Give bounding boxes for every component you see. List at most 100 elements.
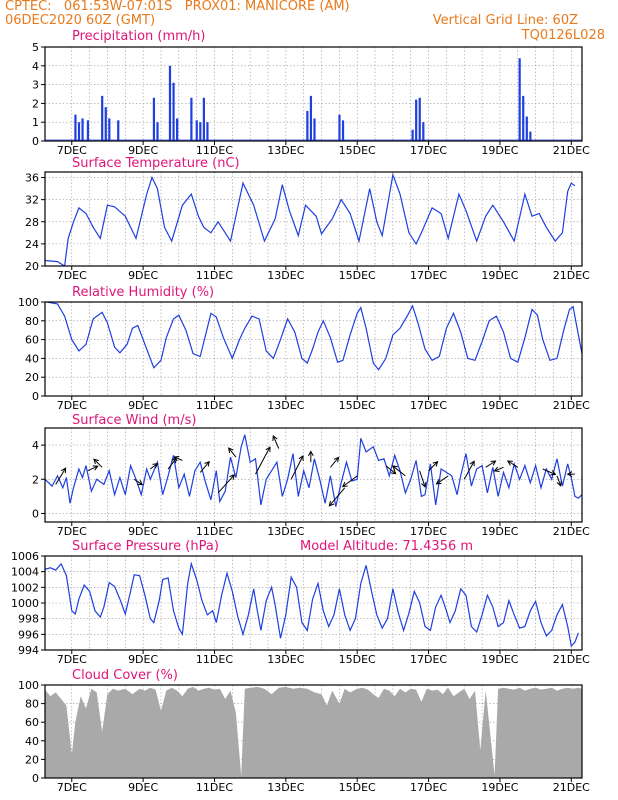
pressure-xtick-label: 17DEC	[410, 653, 447, 666]
wind-arrow-shaft	[330, 457, 339, 468]
pressure-ytick-label: 998	[18, 613, 39, 626]
wind-arrow-head	[228, 447, 234, 454]
wind-xtick-label: 15DEC	[339, 525, 376, 538]
pressure-xtick-label: 21DEC	[553, 653, 590, 666]
wind-arrow-head	[469, 460, 475, 467]
wind-arrow-shaft	[217, 474, 235, 494]
wind-xtick-label: 13DEC	[267, 525, 304, 538]
precip-bar	[195, 120, 198, 141]
wind-arrow-head	[550, 470, 557, 476]
cloud-ytick-label: 40	[25, 735, 39, 748]
precip-bar	[156, 122, 159, 141]
header-run-date: 06DEC2020 60Z (GMT)	[5, 13, 156, 28]
wind-arrow-shaft	[272, 435, 280, 449]
precip-xtick-label: 13DEC	[267, 144, 304, 157]
precip-bar	[518, 58, 521, 141]
wind-arrow-shaft	[290, 455, 304, 480]
pressure-xtick-label: 7DEC	[57, 653, 87, 666]
wind-arrow-head	[566, 471, 573, 477]
wind-arrow-head	[556, 480, 562, 487]
wind-arrow-head	[328, 500, 335, 507]
precip-ytick-label: 1	[32, 116, 39, 129]
pressure-xtick-label: 19DEC	[481, 653, 518, 666]
precip-bar	[86, 120, 90, 141]
wind-arrow-shaft	[392, 465, 406, 477]
precip-xtick-label: 9DEC	[128, 144, 158, 157]
temp-xtick-label: 17DEC	[410, 269, 447, 282]
temp-ytick-label: 36	[25, 172, 39, 185]
humidity-xtick-label: 11DEC	[196, 399, 233, 412]
cloud-ytick-label: 100	[18, 679, 39, 692]
cloud-ytick-label: 20	[25, 753, 39, 766]
cloud-cover-area	[45, 686, 582, 778]
precip-xtick-label: 19DEC	[481, 144, 518, 157]
humidity-xtick-label: 15DEC	[339, 399, 376, 412]
wind-arrow-head	[93, 458, 99, 465]
wind-arrow-head	[272, 434, 278, 441]
precip-bar	[418, 97, 421, 141]
wind-arrow-shaft	[93, 458, 103, 468]
precip-bar	[522, 95, 525, 141]
wind-arrow-head	[391, 465, 398, 471]
wind-arrow-shaft	[485, 460, 496, 468]
temp-xtick-label: 7DEC	[57, 269, 87, 282]
humidity-ytick-label: 80	[25, 315, 39, 328]
wind-xtick-label: 11DEC	[196, 525, 233, 538]
precip-ytick-label: 0	[32, 135, 39, 148]
pressure-xtick-label: 15DEC	[339, 653, 376, 666]
wind-arrow-head	[204, 460, 210, 467]
precip-bar	[309, 95, 313, 141]
precip-xtick-label: 17DEC	[410, 144, 447, 157]
cloud-xtick-label: 13DEC	[267, 781, 304, 794]
precip-bar	[101, 95, 104, 141]
wind-arrow-shaft	[228, 447, 237, 458]
humidity-xtick-label: 19DEC	[481, 399, 518, 412]
humidity-xtick-label: 13DEC	[267, 399, 304, 412]
precip-xtick-label: 15DEC	[339, 144, 376, 157]
precip-ytick-label: 5	[32, 41, 39, 54]
precip-bar	[190, 97, 193, 141]
precip-bar	[108, 118, 111, 141]
cloud-ytick-label: 60	[25, 716, 39, 729]
humidity-title: Relative Humidity (%)	[72, 285, 214, 300]
wind-arrow-shaft	[507, 460, 519, 468]
wind-arrow-shaft	[342, 475, 358, 488]
wind-arrow-shaft	[255, 446, 271, 475]
precip-bar	[415, 99, 418, 141]
wind-arrow-shaft	[87, 465, 98, 472]
humidity-ytick-label: 60	[25, 334, 39, 347]
precip-bar	[411, 129, 414, 141]
precip-bar	[206, 122, 209, 141]
cloud-xtick-label: 11DEC	[196, 781, 233, 794]
humidity-ytick-label: 40	[25, 352, 39, 365]
precip-bar	[202, 97, 205, 141]
wind-arrow-head	[432, 460, 439, 467]
precip-bar	[81, 118, 84, 141]
wind-arrow-head	[92, 465, 99, 471]
wind-arrow-head	[490, 460, 497, 466]
wind-arrow-shaft	[133, 478, 143, 486]
precip-frame	[44, 46, 583, 142]
cloud-xtick-label: 19DEC	[481, 781, 518, 794]
temp-ytick-label: 20	[25, 260, 39, 273]
precip-bar	[525, 116, 528, 141]
wind-arrow-head	[506, 460, 513, 466]
precip-bar	[176, 118, 179, 141]
temp-xtick-label: 13DEC	[267, 269, 304, 282]
humidity-xtick-label: 21DEC	[553, 399, 590, 412]
wind-arrow-shaft	[174, 456, 183, 461]
precip-xtick-label: 7DEC	[57, 144, 87, 157]
pressure-ytick-label: 1000	[11, 597, 39, 610]
pressure-ytick-label: 996	[18, 628, 39, 641]
wind-arrow-shaft	[436, 475, 449, 485]
wind-arrow-shaft	[419, 470, 426, 488]
cloud-xtick-label: 9DEC	[128, 781, 158, 794]
precip-bar	[117, 120, 120, 141]
cloud-xtick-label: 15DEC	[339, 781, 376, 794]
precip-bar	[422, 122, 425, 141]
humidity-ytick-label: 20	[25, 371, 39, 384]
temp-ytick-label: 32	[25, 194, 39, 207]
precip-bar	[168, 65, 172, 141]
wind-arrow-head	[265, 446, 271, 453]
